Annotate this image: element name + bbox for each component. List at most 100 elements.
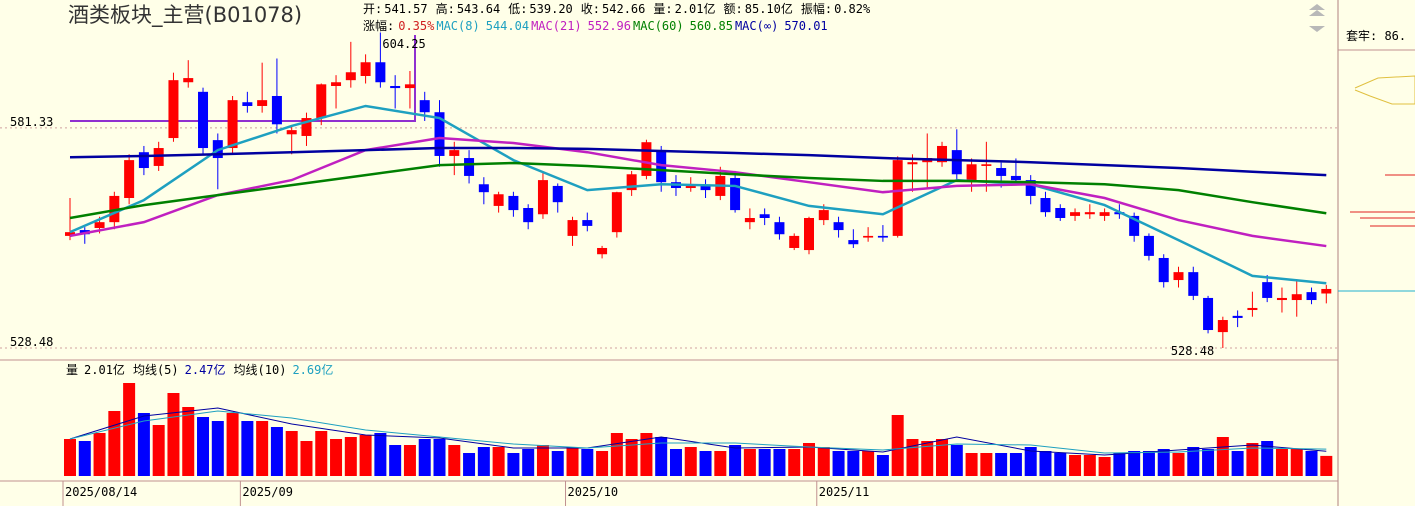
low-annotation: 528.48	[1171, 344, 1214, 358]
candle-body	[730, 178, 741, 211]
info-value: 0.82%	[834, 2, 871, 16]
candle-body	[892, 160, 903, 236]
info-value: 542.66	[602, 2, 645, 16]
volume-bar	[315, 431, 328, 476]
candle-body	[316, 84, 327, 119]
legend-value: 2.47	[185, 363, 214, 377]
candle-body	[774, 222, 785, 235]
candle-body	[153, 148, 164, 166]
volume-bar	[758, 449, 771, 476]
candle-body	[1276, 297, 1287, 301]
candle-body	[1232, 315, 1243, 318]
volume-bar	[1320, 455, 1333, 476]
candle-body	[759, 214, 770, 218]
legend-value: 552.96	[588, 19, 631, 33]
x-tick-label: 2025/08/14	[65, 485, 137, 499]
candle-body	[1099, 212, 1110, 216]
volume-value: 2.01	[84, 363, 113, 377]
candle-body	[1173, 272, 1184, 281]
volume-bar	[477, 447, 490, 476]
candle-body	[848, 240, 859, 245]
volume-bar	[197, 417, 210, 476]
volume-bar	[684, 447, 697, 476]
volume-bar	[950, 445, 963, 476]
candle-body	[1291, 294, 1302, 301]
volume-bar	[536, 445, 549, 476]
y-tick-label: 581.33	[10, 115, 53, 129]
candle-body	[582, 220, 593, 226]
volume-bar	[1157, 449, 1170, 476]
volume-bar	[522, 449, 535, 476]
candle-body	[966, 164, 977, 181]
volume-bar	[211, 421, 224, 476]
candle-body	[138, 152, 149, 169]
volume-bar	[1142, 451, 1155, 476]
scroll-arrows[interactable]	[1309, 4, 1325, 32]
candle-body	[1321, 288, 1332, 294]
volume-bar	[714, 451, 727, 476]
volume-label: 量	[66, 363, 78, 377]
volume-unit: 亿	[321, 362, 333, 377]
candle-body	[537, 180, 548, 215]
candle-body	[1143, 235, 1154, 256]
side-shape	[1354, 75, 1415, 105]
x-tick-label: 2025/10	[568, 485, 619, 499]
volume-bar	[374, 433, 387, 476]
change-value: 0.35%	[398, 19, 435, 33]
candle-body	[360, 62, 371, 76]
candle-body	[331, 82, 342, 86]
volume-bar	[1202, 449, 1215, 476]
side-lines	[1350, 174, 1415, 227]
legend-name: MAC(8)	[436, 19, 479, 33]
ma-line	[69, 161, 1327, 220]
info-value: 539.20	[529, 2, 572, 16]
volume-bar	[773, 449, 786, 476]
volume-bar	[743, 449, 756, 476]
legend-value: 2.69	[292, 363, 321, 377]
volume-bar	[137, 413, 150, 476]
candle-body	[789, 235, 800, 248]
info-label: 振幅:	[801, 1, 832, 16]
legend-name: 均线(5)	[133, 363, 179, 377]
info-label: 量:	[653, 2, 672, 16]
volume-ma-line	[69, 410, 1327, 454]
candle-body	[877, 235, 888, 238]
candle-body	[390, 85, 401, 89]
volume-bar	[418, 439, 431, 476]
volume-bar	[1069, 455, 1082, 476]
volume-bar	[492, 447, 505, 476]
candle-body	[257, 100, 268, 106]
candle-body	[804, 217, 814, 251]
range-marker	[70, 35, 416, 122]
volume-bar	[285, 431, 298, 476]
volume-bar	[448, 445, 461, 476]
legend-name: MAC(∞)	[735, 19, 778, 33]
volume-bar	[995, 453, 1008, 476]
volume-bar	[1216, 437, 1229, 476]
candle-body	[907, 162, 918, 165]
volume-bar	[788, 449, 801, 476]
candle-body	[198, 91, 209, 149]
candle-body	[937, 145, 948, 163]
volume-bar	[625, 439, 638, 476]
volume-bar	[921, 441, 934, 476]
candle-body	[493, 194, 504, 206]
change-label: 涨幅:	[363, 18, 394, 33]
candle-body	[464, 158, 475, 176]
candle-body	[981, 164, 992, 166]
candle-body	[227, 100, 238, 149]
candle-body	[626, 174, 637, 191]
high-annotation: 604.25	[382, 37, 425, 51]
info-value: 2.01亿	[675, 1, 716, 16]
candle-body	[700, 185, 711, 191]
candle-body	[271, 95, 282, 125]
info-value: 543.64	[457, 2, 500, 16]
candle-body	[183, 78, 194, 83]
candle-body	[478, 184, 489, 193]
volume-bar	[596, 451, 609, 476]
volume-bar	[1290, 449, 1303, 476]
volume-bar	[507, 453, 520, 476]
volume-bar	[891, 415, 904, 476]
volume-bar	[847, 451, 860, 476]
